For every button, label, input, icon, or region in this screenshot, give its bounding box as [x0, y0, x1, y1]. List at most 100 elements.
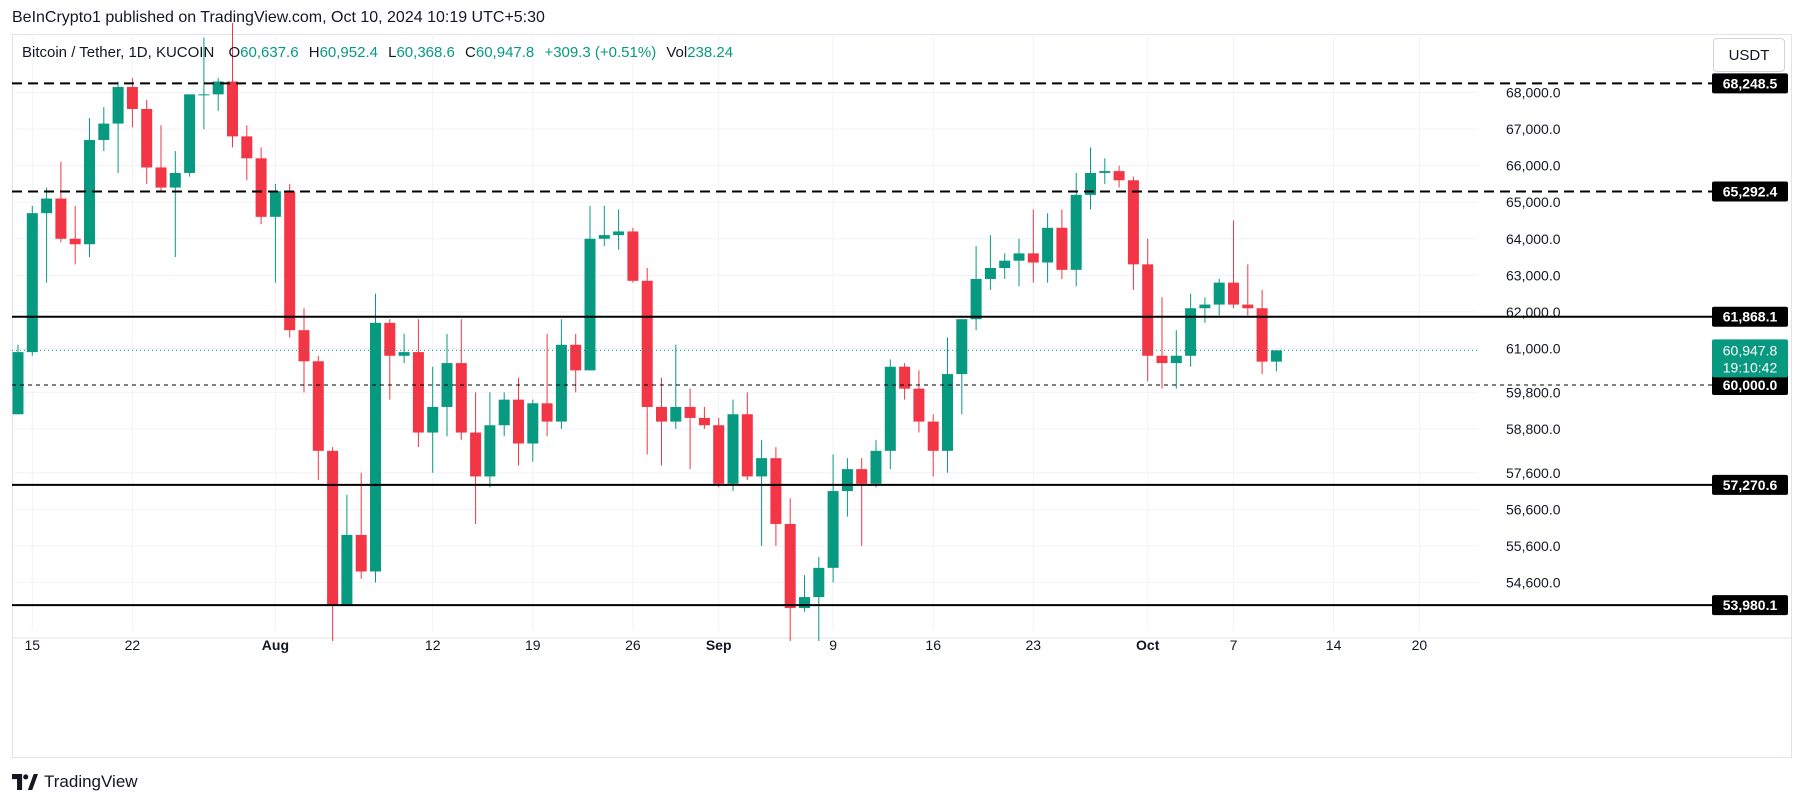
- y-tick-label: 59,800.0: [1506, 384, 1561, 400]
- candle-body[interactable]: [26, 213, 38, 353]
- candle-body[interactable]: [799, 597, 810, 609]
- candle-body[interactable]: [942, 374, 953, 451]
- candle-body[interactable]: [470, 432, 482, 477]
- candle-body[interactable]: [727, 414, 739, 484]
- candle-body[interactable]: [184, 94, 196, 173]
- candle-body[interactable]: [841, 469, 853, 492]
- candle-body[interactable]: [870, 450, 882, 484]
- candle-body[interactable]: [698, 417, 710, 426]
- candle-body[interactable]: [684, 406, 696, 418]
- candle-body[interactable]: [241, 136, 253, 159]
- candle-body[interactable]: [784, 523, 796, 609]
- candle-body[interactable]: [1199, 304, 1211, 309]
- candle-body[interactable]: [98, 123, 110, 141]
- published-header: BeInCrypto1 published on TradingView.com…: [0, 0, 1804, 36]
- candle-body[interactable]: [355, 534, 367, 572]
- candle-body[interactable]: [227, 81, 238, 137]
- candle-body[interactable]: [1085, 172, 1096, 195]
- candle-body[interactable]: [598, 235, 610, 239]
- candle-body[interactable]: [255, 158, 267, 217]
- candle-body[interactable]: [1099, 171, 1111, 173]
- candle-body[interactable]: [613, 231, 625, 236]
- candle-body[interactable]: [327, 450, 339, 605]
- candle-body[interactable]: [1228, 282, 1239, 305]
- candle-body[interactable]: [1242, 304, 1254, 309]
- candle-body[interactable]: [555, 344, 567, 422]
- candle-body[interactable]: [827, 491, 839, 568]
- candle-body[interactable]: [141, 108, 153, 168]
- candle-body[interactable]: [484, 425, 496, 477]
- candle-body[interactable]: [1156, 355, 1168, 364]
- candle-body[interactable]: [1270, 350, 1282, 362]
- candle-body[interactable]: [813, 567, 825, 598]
- y-tick-label: 55,600.0: [1506, 538, 1561, 554]
- candle-body[interactable]: [856, 469, 868, 484]
- candle-body[interactable]: [69, 238, 81, 245]
- candle-body[interactable]: [570, 344, 582, 371]
- last-price-label-box: [1712, 339, 1788, 378]
- candle-body[interactable]: [455, 363, 467, 433]
- candle-body[interactable]: [1070, 194, 1082, 270]
- candle-body[interactable]: [55, 198, 67, 239]
- candle-body[interactable]: [956, 319, 968, 375]
- candle-body[interactable]: [126, 87, 138, 109]
- candle-body[interactable]: [884, 366, 896, 451]
- candle-body[interactable]: [112, 87, 124, 124]
- candle-body[interactable]: [1256, 308, 1268, 362]
- candle-body[interactable]: [1056, 227, 1068, 270]
- candle-body[interactable]: [198, 94, 210, 96]
- candle-body[interactable]: [1170, 355, 1182, 364]
- symbol-name[interactable]: Bitcoin / Tether, 1D, KUCOIN: [22, 44, 215, 61]
- candle-body[interactable]: [670, 406, 682, 422]
- candle-body[interactable]: [84, 140, 95, 245]
- candle-body[interactable]: [641, 280, 653, 407]
- candle-body[interactable]: [284, 191, 296, 331]
- candle-body[interactable]: [1027, 253, 1039, 263]
- candle-body[interactable]: [41, 198, 53, 214]
- candle-body[interactable]: [12, 352, 24, 415]
- level-label: 57,270.6: [1723, 477, 1778, 493]
- candle-body[interactable]: [527, 403, 539, 444]
- candle-body[interactable]: [341, 534, 353, 605]
- candle-body[interactable]: [770, 458, 782, 524]
- candle-body[interactable]: [169, 172, 181, 188]
- y-tick-label: 66,000.0: [1506, 158, 1561, 174]
- candle-body[interactable]: [999, 260, 1011, 269]
- candle-body[interactable]: [656, 406, 667, 422]
- currency-button[interactable]: USDT: [1713, 38, 1785, 72]
- candle-body[interactable]: [756, 458, 768, 477]
- candle-body[interactable]: [1113, 171, 1125, 181]
- candle-body[interactable]: [1042, 227, 1054, 263]
- candle-body[interactable]: [1013, 253, 1025, 261]
- y-tick-label: 61,000.0: [1506, 340, 1561, 356]
- candle-body[interactable]: [513, 399, 524, 444]
- candle-body[interactable]: [1127, 180, 1139, 265]
- candle-body[interactable]: [713, 425, 725, 484]
- candle-body[interactable]: [899, 366, 911, 389]
- candle-body[interactable]: [1185, 308, 1197, 356]
- candle-body[interactable]: [498, 399, 510, 426]
- candle-body[interactable]: [312, 361, 324, 451]
- candle-body[interactable]: [541, 403, 553, 422]
- candle-body[interactable]: [970, 278, 982, 320]
- candle-body[interactable]: [212, 81, 224, 95]
- candle-body[interactable]: [427, 406, 439, 433]
- candle-body[interactable]: [584, 238, 596, 371]
- candle-body[interactable]: [913, 388, 925, 422]
- candle-body[interactable]: [741, 414, 753, 477]
- candle-body[interactable]: [1142, 264, 1154, 356]
- candle-body[interactable]: [398, 352, 410, 356]
- level-label: 53,980.1: [1723, 597, 1778, 613]
- candle-body[interactable]: [155, 167, 167, 188]
- candle-body[interactable]: [627, 231, 639, 281]
- candle-body[interactable]: [1213, 282, 1225, 305]
- candle-body[interactable]: [927, 421, 939, 451]
- candle-body[interactable]: [384, 322, 396, 356]
- candle-body[interactable]: [984, 268, 996, 279]
- candle-body[interactable]: [370, 322, 381, 572]
- candle-body[interactable]: [412, 352, 424, 433]
- candle-body[interactable]: [269, 191, 281, 217]
- candle-body[interactable]: [298, 330, 310, 362]
- close-label: C: [465, 44, 476, 61]
